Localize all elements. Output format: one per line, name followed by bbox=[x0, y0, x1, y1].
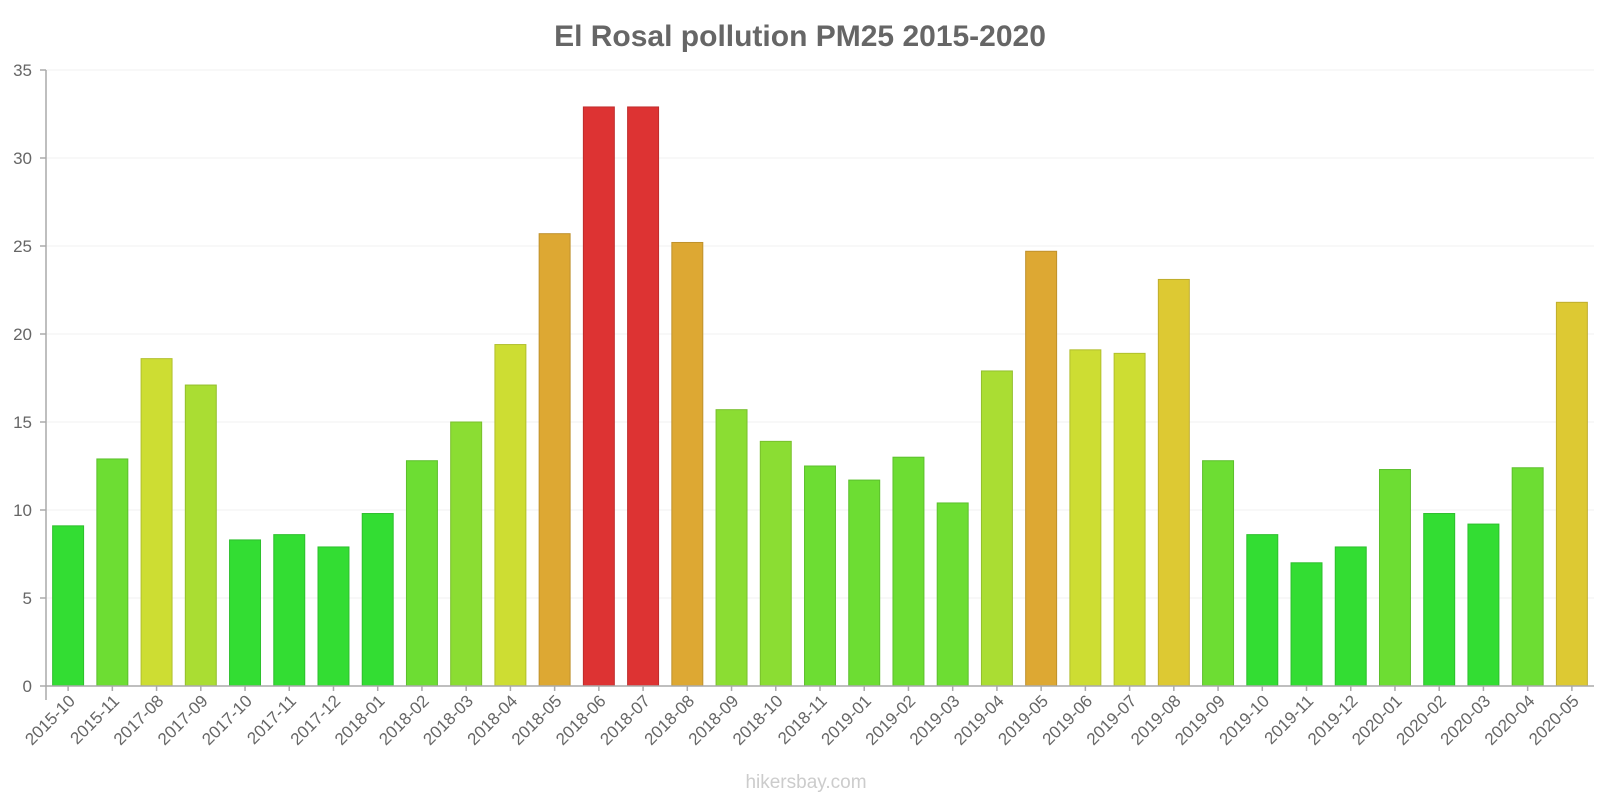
y-tick-label: 10 bbox=[13, 501, 32, 520]
bar-2020-03[interactable] bbox=[1467, 523, 1500, 687]
y-tick-label: 20 bbox=[13, 325, 32, 344]
y-tick-label: 15 bbox=[13, 413, 32, 432]
bar-2019-06[interactable] bbox=[1069, 349, 1102, 687]
bar-2019-02[interactable] bbox=[892, 456, 925, 687]
y-tick-label: 5 bbox=[23, 589, 32, 608]
bar-2017-08[interactable] bbox=[140, 358, 173, 687]
bar-2018-09[interactable] bbox=[715, 409, 748, 687]
bar-2018-05[interactable] bbox=[538, 233, 571, 687]
y-tick-label: 25 bbox=[13, 237, 32, 256]
chart-title: El Rosal pollution PM25 2015-2020 bbox=[554, 20, 1046, 53]
y-tick-label: 0 bbox=[23, 677, 32, 696]
bar-2019-08[interactable] bbox=[1157, 278, 1190, 687]
x-tick-label: 2018-10 bbox=[729, 691, 787, 749]
x-tick-label: 2015-10 bbox=[21, 691, 79, 749]
bar-2020-05[interactable] bbox=[1555, 301, 1588, 687]
x-tick-label: 2020-05 bbox=[1525, 691, 1583, 749]
gridlines bbox=[46, 69, 1594, 599]
bar-2020-02[interactable] bbox=[1423, 513, 1456, 687]
bar-2020-01[interactable] bbox=[1378, 469, 1411, 687]
bar-2019-11[interactable] bbox=[1290, 562, 1323, 687]
bar-2019-04[interactable] bbox=[980, 370, 1013, 687]
bar-2015-11[interactable] bbox=[96, 458, 129, 687]
bar-2018-03[interactable] bbox=[450, 421, 483, 687]
bar-2017-12[interactable] bbox=[317, 546, 350, 687]
bar-2015-10[interactable] bbox=[52, 525, 85, 687]
watermark: hikersbay.com bbox=[745, 772, 866, 793]
bar-2018-04[interactable] bbox=[494, 344, 527, 687]
bar-2019-09[interactable] bbox=[1202, 460, 1235, 687]
y-tick-label: 30 bbox=[13, 149, 32, 168]
bar-2019-01[interactable] bbox=[848, 479, 881, 687]
bar-2018-01[interactable] bbox=[361, 513, 394, 687]
bar-2018-10[interactable] bbox=[759, 440, 792, 687]
bar-2020-04[interactable] bbox=[1511, 467, 1544, 687]
bar-2018-07[interactable] bbox=[627, 106, 660, 687]
bar-2017-09[interactable] bbox=[184, 384, 217, 687]
y-tick-label: 35 bbox=[13, 61, 32, 80]
y-axis-ticks: 0 5 10 15 20 25 30 35 bbox=[13, 61, 46, 696]
bar-2018-06[interactable] bbox=[582, 106, 615, 687]
bar-2019-07[interactable] bbox=[1113, 352, 1146, 687]
x-axis-ticks: 2015-102015-112017-082017-092017-102017-… bbox=[21, 686, 1583, 749]
bar-2017-11[interactable] bbox=[273, 534, 306, 687]
bar-2019-03[interactable] bbox=[936, 502, 969, 687]
bar-2018-08[interactable] bbox=[671, 241, 704, 687]
x-tick-label: 2017-10 bbox=[198, 691, 256, 749]
bar-2019-05[interactable] bbox=[1025, 250, 1058, 687]
bar-2017-10[interactable] bbox=[229, 539, 262, 687]
bar-2018-11[interactable] bbox=[804, 465, 836, 687]
bars bbox=[52, 106, 1588, 687]
bar-2018-02[interactable] bbox=[405, 460, 438, 687]
x-tick-label: 2019-10 bbox=[1216, 691, 1274, 749]
bar-2019-10[interactable] bbox=[1246, 534, 1279, 687]
bar-2019-12[interactable] bbox=[1334, 546, 1367, 687]
